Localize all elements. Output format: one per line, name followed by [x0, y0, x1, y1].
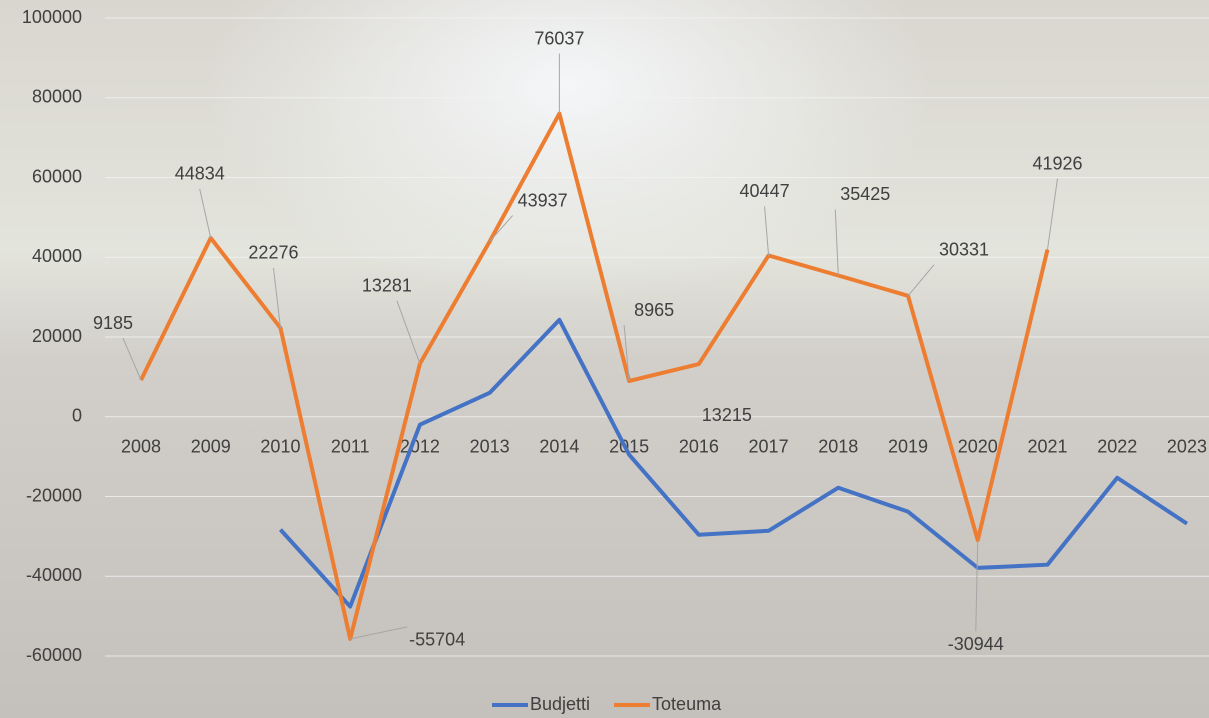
x-tick-label: 2011	[331, 437, 370, 457]
data-label: 40447	[740, 181, 790, 201]
legend-label: Budjetti	[530, 694, 590, 714]
x-tick-label: 2008	[121, 437, 161, 457]
data-label: 8965	[634, 300, 674, 320]
x-tick-label: 2014	[539, 437, 579, 457]
data-label: 35425	[840, 184, 890, 204]
legend-label: Toteuma	[652, 694, 722, 714]
y-tick-label: -60000	[26, 645, 82, 665]
y-tick-label: -40000	[26, 565, 82, 585]
data-label: -30944	[948, 634, 1004, 654]
data-label: 22276	[248, 243, 298, 263]
chart: -60000 -40000 -20000 0 20000 40000 60000 80000 1…	[0, 0, 1209, 718]
data-label: 76037	[534, 28, 584, 48]
y-tick-label: 20000	[32, 326, 82, 346]
x-tick-label: 2020	[958, 437, 998, 457]
x-tick-label: 2013	[470, 437, 510, 457]
x-tick-label: 2012	[400, 437, 440, 457]
data-label: 44834	[175, 164, 225, 184]
data-label: 30331	[939, 240, 989, 260]
data-label: 9185	[93, 313, 133, 333]
x-tick-label: 2016	[679, 437, 719, 457]
data-label: 41926	[1032, 153, 1082, 173]
x-tick-label: 2010	[260, 437, 300, 457]
x-tick-label: 2009	[191, 437, 231, 457]
data-label: -55704	[409, 630, 465, 650]
y-tick-label: 40000	[32, 246, 82, 266]
y-tick-label: 100000	[22, 7, 82, 27]
data-label: 13281	[362, 276, 412, 296]
x-tick-label: 2022	[1097, 437, 1137, 457]
x-tick-label: 2023	[1167, 437, 1207, 457]
data-label: 13215	[702, 405, 752, 425]
data-label: 43937	[518, 190, 568, 210]
y-tick-label: 0	[72, 406, 82, 426]
y-tick-label: 60000	[32, 166, 82, 186]
background-light	[0, 0, 1209, 718]
x-tick-label: 2017	[749, 437, 789, 457]
x-tick-label: 2018	[818, 437, 858, 457]
y-tick-label: -20000	[26, 485, 82, 505]
y-tick-label: 80000	[32, 87, 82, 107]
x-tick-label: 2019	[888, 437, 928, 457]
x-tick-label: 2021	[1027, 437, 1067, 457]
